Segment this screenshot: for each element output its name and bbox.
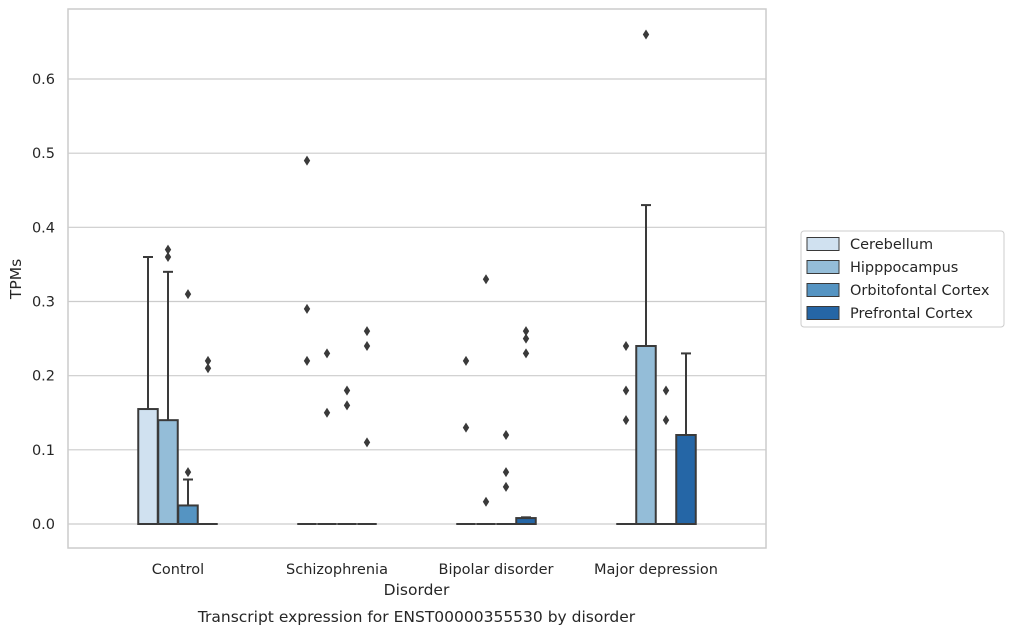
box-group	[515, 326, 537, 525]
outlier-point	[184, 289, 192, 300]
chart-caption: Transcript expression for ENST0000035553…	[197, 608, 636, 626]
box-group	[177, 289, 199, 526]
outlier-point	[502, 481, 510, 492]
legend-swatch	[806, 306, 840, 320]
outlier-point	[462, 355, 470, 366]
box-group	[496, 430, 516, 525]
outlier-point	[622, 341, 630, 351]
legend-swatch	[806, 260, 840, 274]
outlier-point	[204, 355, 212, 366]
gridlines	[68, 78, 766, 525]
outlier-point	[323, 348, 331, 359]
box-group	[476, 274, 496, 525]
box	[177, 504, 199, 526]
outlier-point	[522, 326, 530, 337]
box-group	[616, 341, 636, 525]
y-tick-label: 0.0	[32, 517, 55, 533]
box-group	[137, 256, 159, 525]
box	[635, 345, 657, 525]
box-group	[198, 355, 218, 525]
box-group	[317, 348, 337, 525]
box-marks	[137, 29, 697, 526]
x-tick-label: Control	[152, 562, 204, 578]
outlier-point	[164, 252, 172, 262]
box-group	[675, 352, 697, 525]
box-group	[337, 385, 357, 525]
y-tick-label: 0.3	[32, 295, 55, 311]
outlier-point	[303, 155, 311, 166]
outlier-point	[502, 430, 510, 440]
outlier-point	[204, 363, 212, 374]
y-tick-label: 0.2	[32, 369, 55, 385]
x-tick-label: Bipolar disorder	[439, 562, 554, 578]
legend-label: Hipppocampus	[850, 260, 958, 276]
y-axis-ticks: 0.0 0.1 0.2 0.3 0.4 0.5 0.6	[32, 72, 55, 533]
outlier-point	[303, 355, 311, 366]
box	[137, 408, 159, 525]
legend-swatch	[806, 283, 840, 297]
box-group	[656, 385, 676, 525]
y-axis-label: TPMs	[7, 259, 25, 300]
y-tick-label: 0.6	[32, 72, 55, 88]
outlier-point	[363, 437, 371, 448]
outlier-point	[662, 415, 670, 426]
y-tick-label: 0.5	[32, 146, 55, 162]
legend-swatch	[806, 237, 840, 251]
outlier-point	[164, 244, 172, 255]
legend-frame	[800, 230, 1005, 328]
outlier-point	[363, 341, 371, 351]
legend-label: Prefrontal Cortex	[850, 306, 973, 322]
box	[157, 419, 179, 525]
outlier-point	[363, 326, 371, 337]
outlier-point	[522, 333, 530, 344]
box-group	[357, 326, 377, 525]
box-group	[456, 355, 476, 525]
outlier-point	[642, 29, 650, 40]
outlier-point	[482, 274, 490, 285]
outlier-point	[323, 407, 331, 418]
outlier-point	[482, 496, 490, 507]
box-group	[157, 244, 179, 525]
x-axis-ticks: Control Schizophrenia Bipolar disorder Majo…	[152, 562, 718, 578]
outlier-point	[184, 467, 192, 478]
outlier-point	[502, 467, 510, 478]
y-tick-label: 0.1	[32, 443, 55, 459]
outlier-point	[343, 400, 351, 411]
x-tick-label: Major depression	[594, 562, 718, 578]
box-group	[635, 29, 657, 525]
box-group	[297, 155, 317, 525]
legend-label: Cerebellum	[850, 237, 933, 253]
outlier-point	[462, 422, 470, 433]
y-tick-label: 0.4	[32, 220, 55, 236]
x-axis-label: Disorder	[384, 581, 450, 599]
plot-frame	[67, 8, 767, 549]
outlier-point	[343, 385, 351, 396]
outlier-point	[622, 415, 630, 426]
outlier-point	[662, 385, 670, 396]
outlier-point	[622, 385, 630, 396]
legend: Cerebellum Hipppocampus Orbitofontal Corte…	[800, 230, 1005, 328]
x-tick-label: Schizophrenia	[286, 562, 388, 578]
legend-label: Orbitofontal Cortex	[850, 283, 990, 299]
box	[675, 434, 697, 525]
outlier-point	[303, 303, 311, 314]
outlier-point	[522, 348, 530, 359]
